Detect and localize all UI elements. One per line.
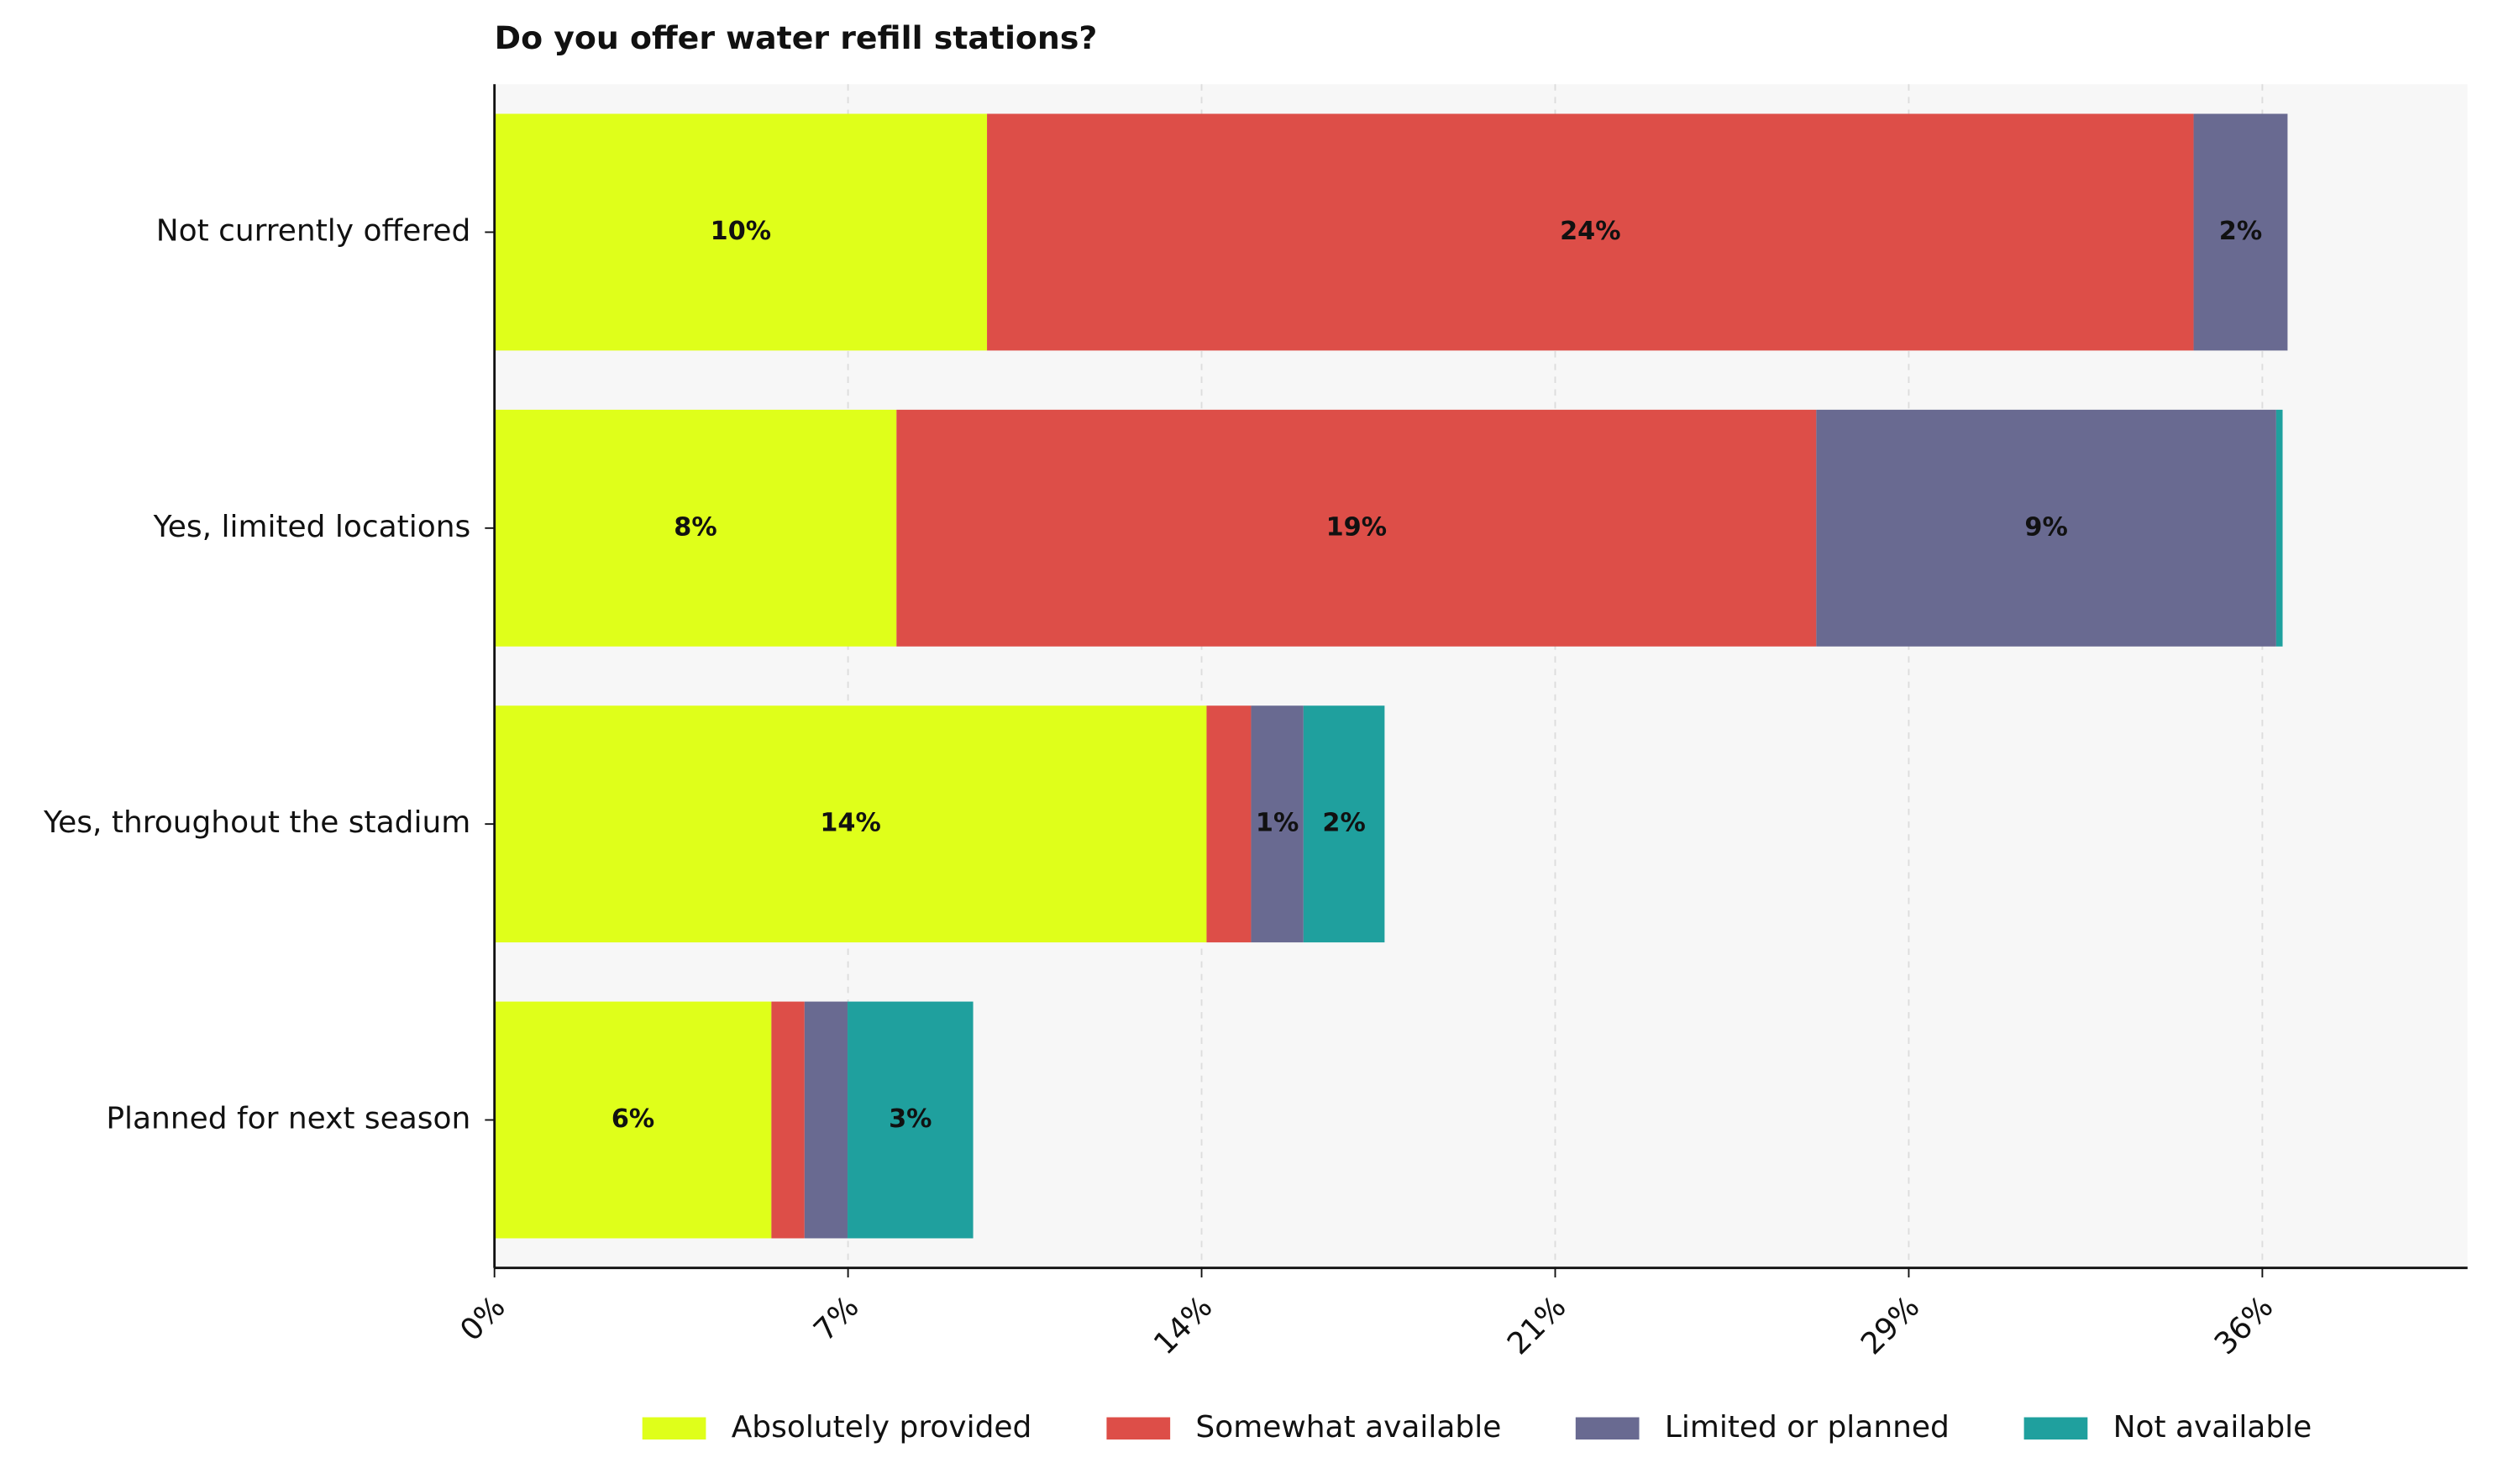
bar-segment [2275,409,2283,647]
x-tick-label: 7% [807,1290,865,1348]
x-tick-label: 36% [2208,1290,2280,1361]
bar-segment [1303,705,1385,943]
value-label: 9% [2024,512,2067,542]
legend-label: Not available [2113,1410,2312,1445]
legend-swatch [2023,1417,2088,1440]
value-label: 3% [889,1104,932,1134]
x-tick-label: 29% [1855,1290,1927,1361]
x-tick-label: 14% [1147,1290,1220,1361]
legend-label: Limited or planned [1665,1410,1950,1445]
x-tick-label: 0% [454,1290,512,1348]
value-label: 19% [1326,512,1387,542]
x-tick-label: 21% [1501,1290,1573,1361]
bar-segment [494,113,988,351]
legend-label: Absolutely provided [732,1410,1032,1445]
bar-segment [896,409,1817,647]
y-tick-label: Yes, limited locations [153,510,471,544]
legend-swatch [1575,1417,1640,1440]
value-label: 24% [1560,217,1620,246]
bar-segment [494,705,1207,943]
y-tick-label: Not currently offered [156,213,471,248]
value-label: 6% [611,1104,654,1134]
chart-title: Do you offer water refill stations? [495,19,1098,56]
y-tick-label: Planned for next season [106,1102,470,1136]
bar-segment [804,1001,848,1239]
y-tick-label: Yes, throughout the stadium [43,805,470,840]
bar-segment [771,1001,805,1239]
bar-segment [2193,113,2288,351]
bar-segment [987,113,2194,351]
value-label: 2% [1322,809,1365,838]
legend-label: Somewhat available [1195,1410,1501,1445]
value-label: 1% [1256,809,1299,838]
bar-segment [848,1001,974,1239]
bar-segment [1251,705,1304,943]
bar-segment [494,409,897,647]
bar-segment [494,1001,772,1239]
legend-swatch [1106,1417,1171,1440]
bar-segment [1816,409,2276,647]
value-label: 8% [674,512,716,542]
bar-segment [1206,705,1252,943]
value-label: 14% [820,809,880,838]
value-label: 2% [2219,217,2262,246]
legend-swatch [642,1417,706,1440]
value-label: 10% [711,217,771,246]
